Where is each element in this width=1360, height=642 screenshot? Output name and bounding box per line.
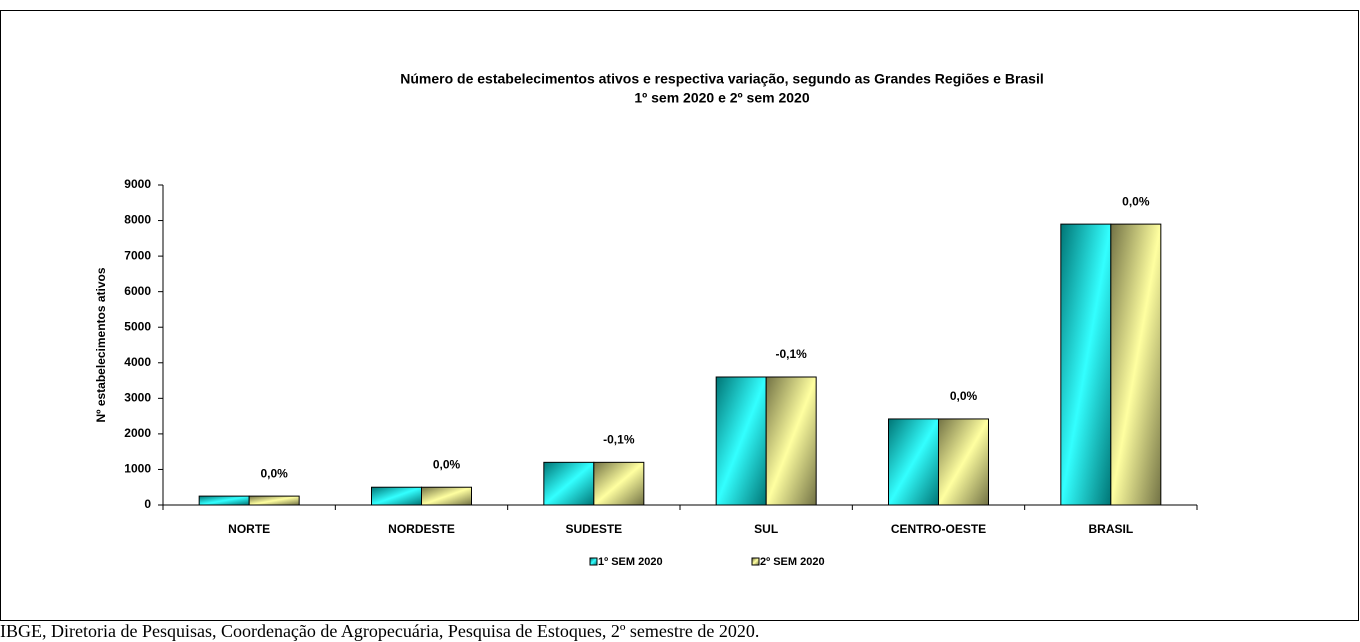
y-tick-label: 4000 (124, 355, 151, 369)
bar (938, 418, 989, 506)
y-tick-label: 7000 (124, 248, 151, 262)
x-tick-label: BRASIL (1088, 522, 1133, 536)
chart: Número de estabelecimentos ativos e resp… (0, 10, 1359, 621)
legend-label: 1º SEM 2020 (598, 556, 663, 568)
y-tick-label: 6000 (124, 284, 151, 298)
variation-label: 0,0% (433, 457, 461, 471)
y-tick-label: 2000 (124, 426, 151, 440)
legend-label: 2º SEM 2020 (760, 556, 825, 568)
y-tick-label: 8000 (124, 213, 151, 227)
bar (198, 495, 250, 506)
bar (765, 376, 817, 506)
y-tick-label: 1000 (124, 462, 151, 476)
y-tick-label: 5000 (124, 319, 151, 333)
y-tick-label: 3000 (124, 391, 151, 405)
x-tick-label: SUL (754, 522, 778, 536)
bar (248, 495, 300, 506)
variation-label: 0,0% (950, 389, 978, 403)
caption: IBGE, Diretoria de Pesquisas, Coordenaçã… (0, 621, 760, 641)
bar (543, 461, 595, 506)
x-tick-label: CENTRO-OESTE (891, 522, 986, 536)
y-axis-label: Nº estabelecimentos ativos (94, 267, 108, 422)
x-tick-label: NORTE (228, 522, 270, 536)
y-tick-label: 9000 (124, 177, 151, 191)
legend-swatch (589, 557, 598, 566)
y-tick-label: 0 (144, 497, 151, 511)
bar (421, 486, 472, 506)
variation-label: -0,1% (775, 347, 807, 361)
variation-label: 0,0% (1122, 194, 1150, 208)
bar (371, 486, 422, 506)
x-tick-label: NORDESTE (388, 522, 455, 536)
bar (593, 461, 645, 506)
bar (1060, 223, 1112, 506)
variation-label: -0,1% (603, 433, 635, 447)
legend-swatch (751, 557, 760, 566)
chart-subtitle: 1º sem 2020 e 2º sem 2020 (634, 90, 809, 106)
bar (1110, 223, 1162, 506)
variation-label: 0,0% (260, 466, 288, 480)
x-tick-label: SUDESTE (565, 522, 622, 536)
bar (715, 376, 767, 506)
bar (888, 418, 939, 506)
chart-title: Número de estabelecimentos ativos e resp… (400, 71, 1044, 87)
